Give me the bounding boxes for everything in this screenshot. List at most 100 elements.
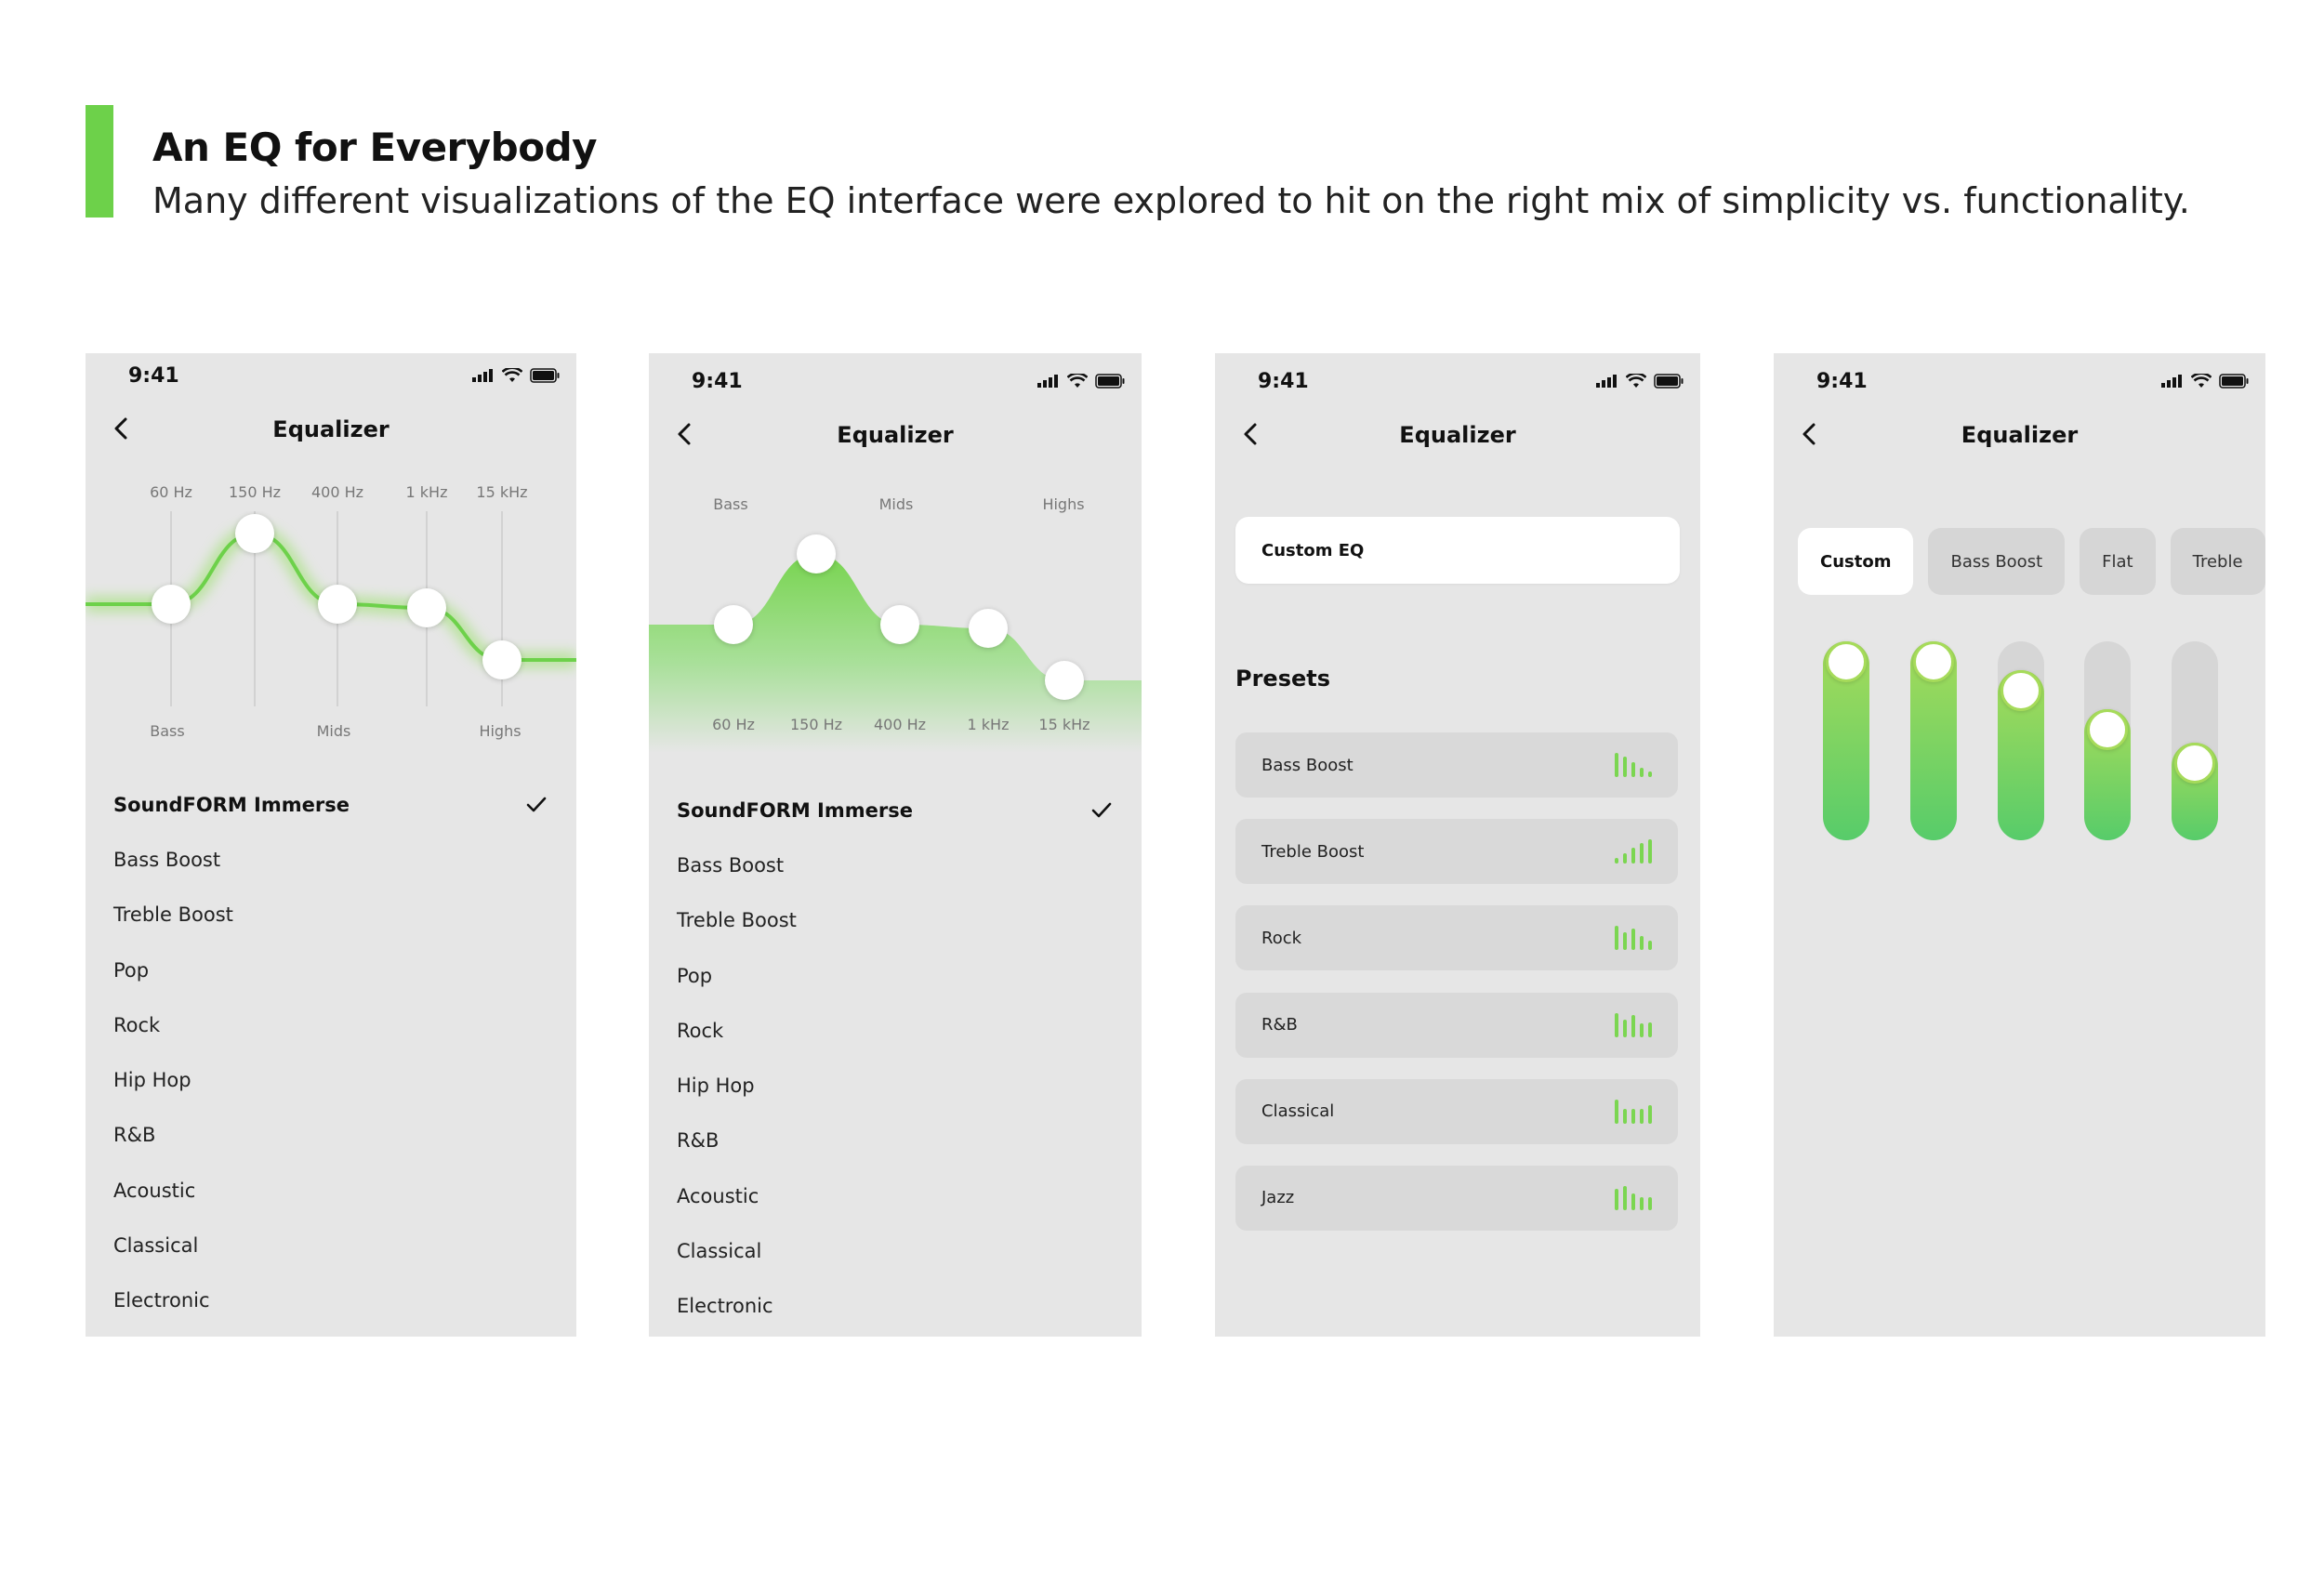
eq-mini-bar	[1631, 762, 1635, 777]
eq-band-handle[interactable]	[482, 640, 522, 679]
chip-bass-boost[interactable]: Bass Boost	[1928, 528, 2066, 595]
eq-slider-band-1[interactable]	[1823, 641, 1869, 840]
status-time: 9:41	[1816, 370, 1868, 393]
preset-item[interactable]: Bass Boost	[113, 832, 548, 887]
preset-item[interactable]: Hip Hop	[113, 1052, 548, 1107]
eq-mini-bar	[1631, 1193, 1635, 1210]
eq-mini-bar	[1615, 1012, 1618, 1037]
custom-eq-button[interactable]: Custom EQ	[1235, 517, 1680, 584]
preset-card-label: Bass Boost	[1261, 755, 1353, 775]
eq-mini-bar	[1615, 857, 1618, 864]
eq-mini-bar	[1648, 839, 1652, 864]
eq-band-handle[interactable]	[1045, 661, 1084, 700]
eq-slider-band-2[interactable]	[1910, 641, 1957, 840]
eq-mini-bar	[1640, 935, 1644, 951]
eq-band-handle[interactable]	[407, 588, 446, 627]
wifi-icon	[2191, 374, 2212, 388]
eq-band-handle[interactable]	[714, 605, 753, 644]
eq-band-handle[interactable]	[318, 585, 357, 624]
eq-mini-bar	[1640, 1196, 1644, 1210]
preset-card[interactable]: Treble Boost	[1235, 819, 1678, 885]
slider-knob[interactable]	[2087, 709, 2128, 751]
chip-flat[interactable]: Flat	[2080, 528, 2156, 595]
preset-card[interactable]: Rock	[1235, 905, 1678, 971]
preset-card-label: Jazz	[1261, 1188, 1295, 1208]
eq-band-handle[interactable]	[797, 534, 836, 573]
preset-item[interactable]: Electronic	[677, 1279, 1114, 1334]
preset-item[interactable]: Classical	[677, 1223, 1114, 1278]
preset-item[interactable]: Treble Boost	[113, 888, 548, 943]
eq-mini-bar	[1623, 756, 1627, 777]
eq-band-handle[interactable]	[235, 514, 274, 553]
band-label: Highs	[1042, 495, 1085, 513]
preset-item[interactable]: Rock	[113, 997, 548, 1052]
eq-mini-bar	[1623, 852, 1627, 864]
status-icons	[1596, 374, 1684, 389]
eq-band-handle[interactable]	[880, 605, 919, 644]
chip-custom[interactable]: Custom	[1798, 528, 1914, 595]
back-chevron-icon[interactable]	[108, 415, 136, 442]
preset-label: SoundFORM Immerse	[113, 793, 350, 816]
eq-bars-icon	[1615, 839, 1652, 864]
preset-label: Hip Hop	[677, 1074, 755, 1098]
eq-slider-band-4[interactable]	[2084, 641, 2131, 840]
back-chevron-icon[interactable]	[671, 420, 699, 448]
chip-treble[interactable]: Treble	[2170, 528, 2265, 595]
preset-label: Rock	[677, 1019, 724, 1042]
preset-label: Electronic	[677, 1295, 773, 1318]
eq-slider-band-3[interactable]	[1998, 641, 2044, 840]
eq-mini-bar	[1623, 1185, 1627, 1210]
eq-area-graph[interactable]	[649, 521, 1142, 753]
page-title: An EQ for Everybody	[152, 125, 598, 170]
eq-mini-bar	[1648, 771, 1652, 777]
preset-item-active[interactable]: SoundFORM Immerse	[677, 783, 1114, 837]
slider-knob[interactable]	[2000, 669, 2041, 711]
freq-label: 1 kHz	[405, 483, 448, 501]
preset-item[interactable]: Acoustic	[677, 1168, 1114, 1223]
slider-knob[interactable]	[1913, 641, 1954, 682]
eq-band-handle[interactable]	[969, 609, 1008, 648]
preset-chip-row: Custom Bass Boost Flat Treble	[1798, 528, 2265, 595]
status-icons	[2161, 374, 2249, 389]
eq-mini-bar	[1631, 848, 1635, 864]
signal-icon	[472, 369, 493, 382]
preset-label: SoundFORM Immerse	[677, 798, 913, 822]
band-label: Bass	[150, 722, 185, 740]
preset-card[interactable]: R&B	[1235, 992, 1678, 1058]
preset-list: SoundFORM Immerse Bass Boost Treble Boos…	[677, 783, 1114, 1334]
preset-label: R&B	[677, 1129, 720, 1153]
screen-title: Equalizer	[1961, 422, 2079, 448]
signal-icon	[1037, 375, 1058, 388]
preset-card[interactable]: Jazz	[1235, 1165, 1678, 1231]
preset-item[interactable]: Treble Boost	[677, 893, 1114, 948]
preset-card[interactable]: Bass Boost	[1235, 732, 1678, 798]
preset-item[interactable]: Hip Hop	[677, 1058, 1114, 1113]
eq-mini-bar	[1631, 928, 1635, 951]
preset-card[interactable]: Classical	[1235, 1078, 1678, 1144]
eq-curve-graph[interactable]	[86, 511, 576, 716]
eq-bars-icon	[1615, 753, 1652, 777]
preset-item[interactable]: Pop	[677, 948, 1114, 1003]
preset-item[interactable]: Electronic	[113, 1273, 548, 1328]
preset-item[interactable]: R&B	[113, 1108, 548, 1163]
wifi-icon	[502, 368, 522, 382]
preset-item[interactable]: R&B	[677, 1114, 1114, 1168]
slider-knob[interactable]	[2174, 742, 2215, 784]
preset-item[interactable]: Acoustic	[113, 1163, 548, 1218]
page-subtitle: Many different visualizations of the EQ …	[152, 180, 2190, 221]
presets-heading: Presets	[1235, 666, 1331, 692]
preset-item[interactable]: Classical	[113, 1218, 548, 1272]
back-chevron-icon[interactable]	[1237, 420, 1265, 448]
preset-item-active[interactable]: SoundFORM Immerse	[113, 777, 548, 832]
preset-item[interactable]: Rock	[677, 1003, 1114, 1058]
battery-icon	[2219, 374, 2249, 389]
preset-item[interactable]: Bass Boost	[677, 837, 1114, 892]
slider-knob[interactable]	[1826, 641, 1867, 682]
eq-mini-bar	[1640, 767, 1644, 777]
back-chevron-icon[interactable]	[1796, 420, 1824, 448]
freq-label: 15 kHz	[476, 483, 528, 501]
preset-item[interactable]: Pop	[113, 943, 548, 997]
eq-slider-band-5[interactable]	[2172, 641, 2218, 840]
eq-band-handle[interactable]	[152, 585, 191, 624]
screen-title: Equalizer	[1399, 422, 1516, 448]
